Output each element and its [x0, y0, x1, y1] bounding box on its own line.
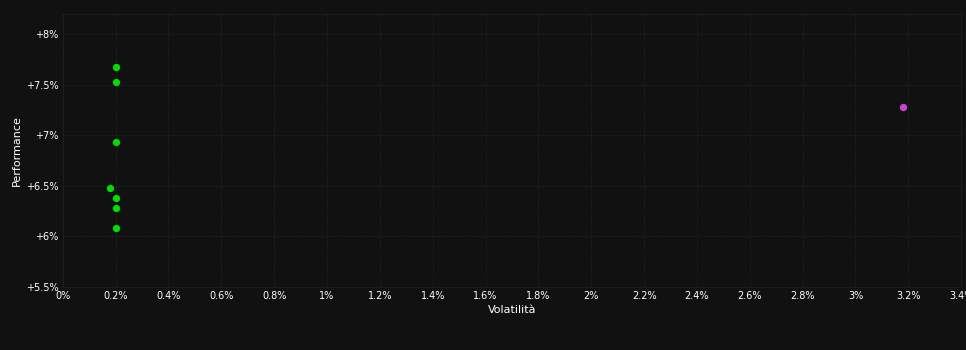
X-axis label: Volatilità: Volatilità: [488, 305, 536, 315]
Point: [108, 140, 124, 145]
Point: [108, 79, 124, 85]
Point: [108, 64, 124, 69]
Point: [108, 205, 124, 211]
Point: [108, 225, 124, 231]
Point: [895, 104, 911, 110]
Point: [108, 195, 124, 201]
Point: [102, 185, 118, 191]
Y-axis label: Performance: Performance: [12, 115, 22, 186]
